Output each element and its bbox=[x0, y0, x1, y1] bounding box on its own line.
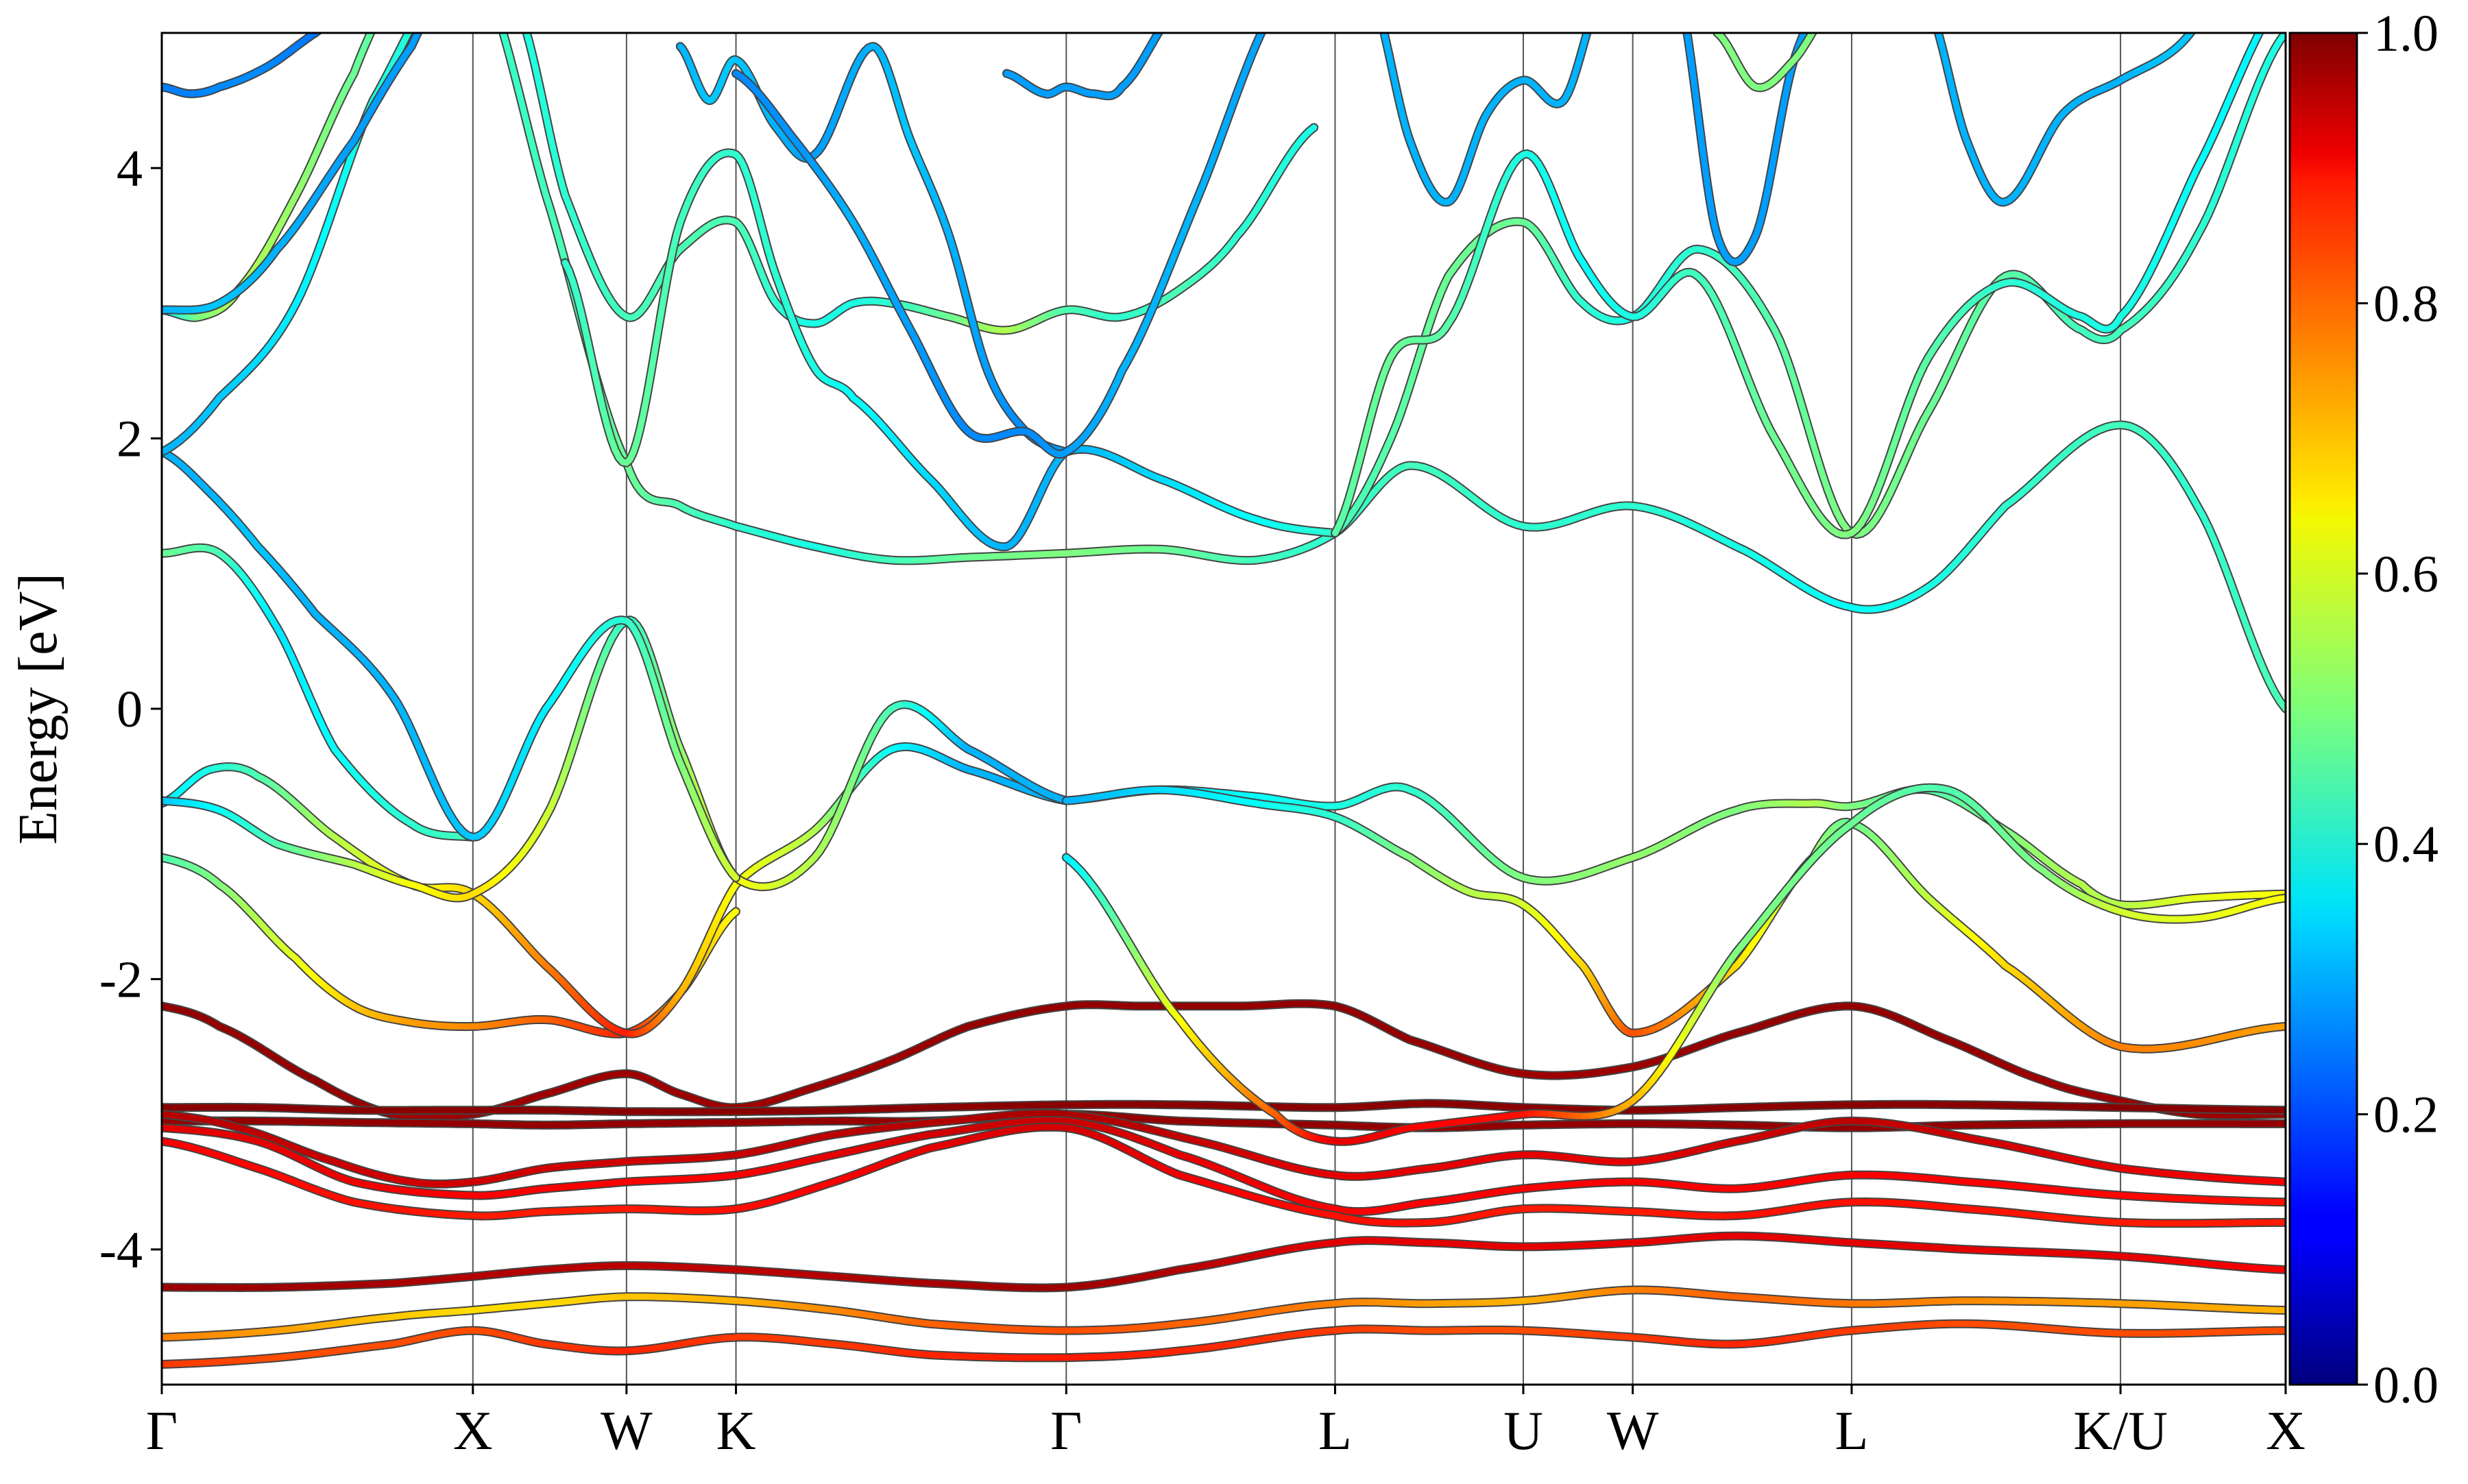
band-segment bbox=[417, 6, 423, 17]
band-segment bbox=[428, 7, 431, 12]
band-segment bbox=[411, 17, 417, 29]
band-19 bbox=[162, 0, 450, 310]
band-13 bbox=[162, 452, 736, 877]
band-6 bbox=[162, 1236, 2286, 1288]
band-segment bbox=[732, 912, 736, 914]
band-segment bbox=[732, 874, 736, 878]
band-10 bbox=[162, 746, 1066, 1034]
band-segment bbox=[378, 14, 380, 19]
band-segment bbox=[380, 9, 383, 14]
band-17 bbox=[162, 0, 2286, 709]
band-segment bbox=[2275, 1269, 2286, 1270]
band-segment bbox=[385, 0, 388, 4]
band-outline-10 bbox=[162, 746, 1066, 1034]
band-segment bbox=[424, 16, 426, 21]
band-lines bbox=[162, 0, 2286, 1364]
band-segment bbox=[496, 9, 500, 23]
band-12 bbox=[162, 548, 473, 837]
band-segment bbox=[423, 0, 429, 6]
band-segment bbox=[2275, 1026, 2286, 1027]
band-segment bbox=[373, 23, 376, 27]
band-segment bbox=[421, 21, 424, 26]
band-outline-12 bbox=[162, 548, 473, 837]
band-segment bbox=[383, 5, 385, 9]
band-outline-19 bbox=[162, 0, 450, 310]
band-segment bbox=[376, 18, 378, 23]
band-segment bbox=[431, 2, 433, 7]
band-1 bbox=[162, 1104, 2286, 1112]
kpoint-lines bbox=[473, 33, 2120, 1385]
band-segment bbox=[419, 26, 422, 31]
band-segment bbox=[426, 12, 428, 16]
band-8 bbox=[162, 1324, 2286, 1364]
band-segment bbox=[433, 0, 436, 2]
band-segment bbox=[491, 0, 496, 9]
band-outline-17 bbox=[162, 0, 2286, 709]
